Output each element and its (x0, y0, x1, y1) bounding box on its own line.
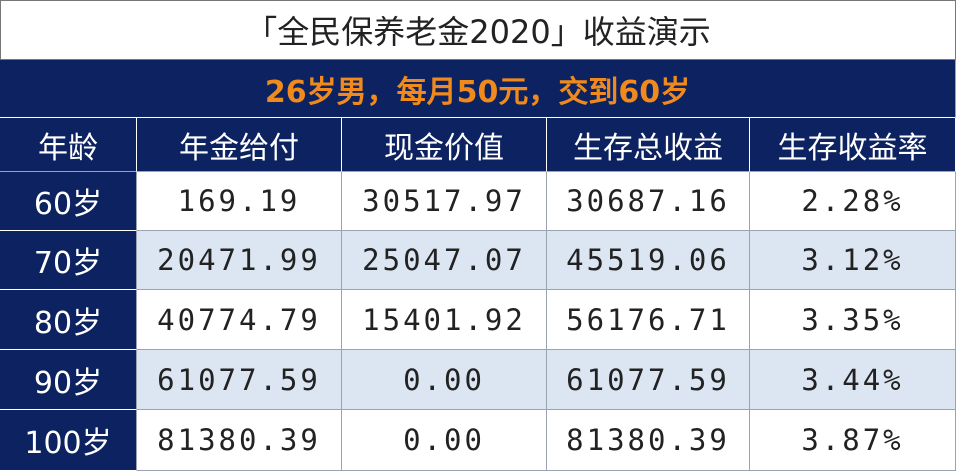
column-header: 生存收益率 (750, 118, 956, 172)
cell-value: 56176.71 (547, 290, 750, 350)
cell-value: 25047.07 (342, 231, 547, 290)
cell-value: 2.28% (750, 172, 956, 231)
column-header: 年龄 (0, 118, 137, 172)
cell-value: 15401.92 (342, 290, 547, 350)
row-label: 90岁 (0, 350, 137, 410)
title: 「全民保养老金2020」收益演示 (0, 0, 956, 60)
column-header: 现金价值 (342, 118, 547, 172)
cell-value: 3.12% (750, 231, 956, 290)
row-label: 60岁 (0, 172, 137, 231)
column-header: 年金给付 (137, 118, 342, 172)
cell-value: 20471.99 (137, 231, 342, 290)
column-header: 生存总收益 (547, 118, 750, 172)
cell-value: 45519.06 (547, 231, 750, 290)
row-label: 100岁 (0, 410, 137, 471)
cell-value: 81380.39 (137, 410, 342, 471)
cell-value: 81380.39 (547, 410, 750, 471)
cell-value: 0.00 (342, 350, 547, 410)
subtitle: 26岁男，每月50元，交到60岁 (0, 60, 956, 118)
cell-value: 30517.97 (342, 172, 547, 231)
cell-value: 61077.59 (137, 350, 342, 410)
cell-value: 169.19 (137, 172, 342, 231)
cell-value: 3.35% (750, 290, 956, 350)
cell-value: 3.87% (750, 410, 956, 471)
cell-value: 40774.79 (137, 290, 342, 350)
row-label: 70岁 (0, 231, 137, 290)
cell-value: 0.00 (342, 410, 547, 471)
cell-value: 61077.59 (547, 350, 750, 410)
cell-value: 3.44% (750, 350, 956, 410)
cell-value: 30687.16 (547, 172, 750, 231)
row-label: 80岁 (0, 290, 137, 350)
